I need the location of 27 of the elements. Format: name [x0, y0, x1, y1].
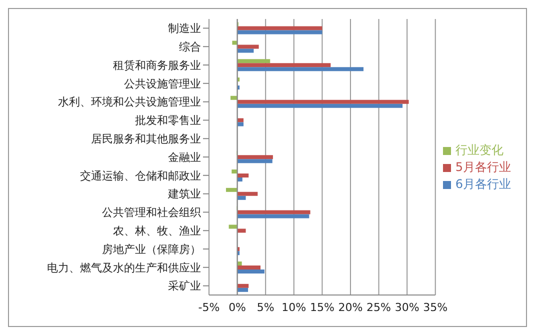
x-tick-label: 30%: [394, 300, 420, 314]
y-tick-label: 综合: [179, 40, 201, 54]
y-tick-label: 水利、环境和公共设施管理业: [58, 96, 201, 109]
y-tick-label: 电力、燃气及水的生产和供应业: [47, 261, 201, 274]
y-tick-label: 公共管理和社会组织: [102, 206, 201, 220]
y-tick-label: 租赁和商务服务业: [113, 58, 201, 72]
legend-label: 5月各行业: [455, 160, 511, 174]
y-tick-label: 公共设施管理业: [124, 77, 201, 90]
x-tick-label: 35%: [423, 300, 448, 314]
y-tick-label: 批发和零售业: [135, 114, 201, 128]
legend-label: 6月各行业: [455, 177, 511, 191]
x-tick-label: 5%: [256, 300, 274, 314]
x-tick-label: 15%: [310, 300, 334, 314]
y-tick-label: 制造业: [168, 22, 201, 36]
y-tick-label: 采矿业: [168, 280, 201, 293]
y-tick-label: 居民服务和其他服务业: [91, 132, 201, 146]
y-tick-label: 农、林、牧、渔业: [113, 224, 201, 238]
y-tick-label: 房地产业（保障房）: [102, 242, 201, 256]
y-tick-label: 交通运输、仓储和邮政业: [80, 169, 201, 182]
x-tick-label: 0%: [228, 300, 246, 314]
x-tick-label: 10%: [282, 300, 306, 314]
legend-label: 行业变化: [455, 143, 504, 157]
x-tick-label: -5%: [198, 300, 220, 314]
x-tick-label: 20%: [338, 300, 363, 314]
x-tick-label: 25%: [366, 300, 391, 314]
y-tick-label: 建筑业: [167, 188, 201, 201]
y-tick-label: 金融业: [168, 150, 201, 164]
